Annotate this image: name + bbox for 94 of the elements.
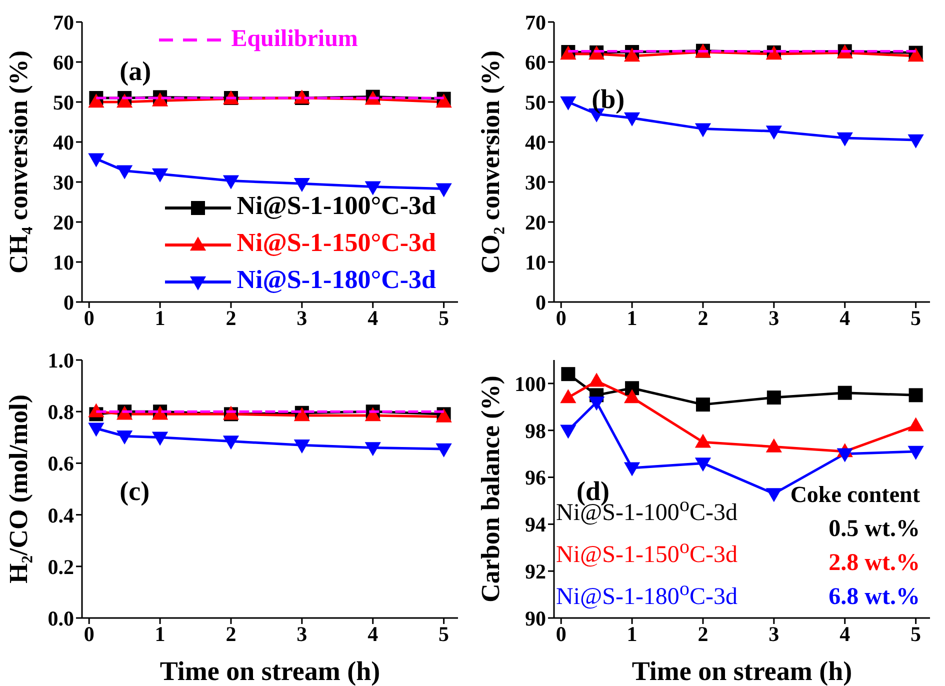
point	[624, 462, 640, 476]
point	[561, 367, 576, 382]
point	[694, 458, 712, 472]
point	[560, 424, 576, 439]
legend-label: Equilibrium	[231, 26, 358, 52]
legend-label: Ni@S-1-100°C-3d	[236, 191, 436, 220]
x-tick-label: 3	[768, 622, 780, 646]
x-tick-label: 2	[698, 306, 708, 330]
point	[436, 183, 452, 198]
y-axis-title: Carbon balance (%)	[476, 376, 506, 602]
point	[116, 165, 133, 180]
point	[560, 389, 576, 404]
point	[588, 396, 605, 411]
y-tick-label: 100	[514, 372, 546, 396]
y-tick-label: 40	[53, 130, 74, 154]
y-axis-title: CO₂ conversion (%)	[476, 50, 506, 274]
point	[88, 94, 104, 108]
text: Ni@S-1-150$^{o}$C-3d	[556, 536, 738, 568]
x-tick-label: 5	[438, 306, 450, 330]
y-tick-label: 10	[525, 250, 546, 274]
x-tick-label: 4	[840, 622, 851, 646]
y-tick-label: 70	[53, 10, 74, 34]
y-tick-label: 40	[525, 130, 546, 154]
y-axis-title: CH₄ conversion (%)	[4, 50, 34, 274]
x-tick-label: 4	[840, 306, 851, 330]
point	[838, 386, 852, 400]
x-tick-label: 3	[296, 622, 308, 646]
y-tick-label: 0.8	[48, 400, 74, 424]
point	[88, 153, 104, 168]
text: Ni@S-1-180$^{o}$C-3d	[556, 578, 738, 610]
y-tick-label: 94	[525, 512, 546, 537]
y-tick-label: 60	[53, 50, 74, 74]
y-tick-label: 90	[525, 606, 546, 630]
x-tick-label: 0	[556, 306, 566, 330]
x-tick-label: 3	[768, 306, 780, 330]
x-tick-label: 4	[368, 306, 379, 330]
x-tick-label: 1	[154, 306, 166, 330]
y-tick-label: 30	[53, 170, 74, 194]
x-tick-label: 1	[626, 306, 638, 330]
y-axis-title: H₂/CO (mol/mol)	[4, 394, 34, 584]
legend-label: Ni@S-1-180°C-3d	[236, 265, 436, 294]
x-tick-label: 3	[296, 306, 308, 330]
y-tick-label: 98	[525, 418, 546, 443]
point	[696, 398, 710, 412]
annotation: (b)	[592, 84, 625, 115]
x-tick-label: 1	[626, 622, 638, 646]
x-tick-label: 1	[154, 622, 166, 646]
y-tick-label: 60	[525, 50, 546, 74]
y-tick-label: 0.0	[48, 606, 74, 630]
x-tick-label: 2	[226, 622, 236, 646]
point	[152, 168, 168, 182]
y-tick-label: 1.0	[48, 348, 74, 372]
point	[222, 175, 240, 190]
annotation: 6.8 wt.%	[828, 583, 920, 612]
point	[766, 390, 781, 405]
y-tick-label: 0	[64, 290, 74, 314]
point	[766, 488, 782, 502]
point	[294, 178, 310, 192]
point	[836, 448, 853, 462]
annotation: (c)	[120, 476, 150, 508]
x-tick-label: 5	[910, 306, 922, 330]
y-tick-label: 0.4	[48, 503, 74, 528]
y-tick-label: 70	[525, 10, 546, 34]
y-tick-label: 50	[525, 90, 546, 114]
x-tick-label: 2	[226, 306, 236, 330]
point	[908, 388, 923, 402]
annotation: Coke content	[790, 481, 920, 509]
annotation: 2.8 wt.%	[828, 549, 920, 578]
x-tick-label: 5	[910, 622, 922, 646]
x-tick-label: 2	[698, 622, 708, 646]
point	[588, 372, 605, 387]
y-tick-label: 20	[53, 210, 74, 234]
point	[908, 446, 924, 460]
x-tick-label: 0	[84, 306, 94, 330]
x-tick-label: 0	[84, 622, 94, 646]
x-axis-title: Time on stream (h)	[160, 656, 380, 686]
x-tick-label: 5	[438, 622, 450, 646]
y-tick-label: 20	[525, 210, 546, 234]
x-axis-title: Time on stream (h)	[632, 656, 852, 686]
annotation: 0.5 wt.%	[828, 515, 920, 544]
y-tick-label: 30	[525, 170, 546, 194]
y-tick-label: 10	[53, 250, 74, 274]
y-tick-label: 0	[536, 290, 546, 314]
legend-label: Ni@S-1-150°C-3d	[236, 228, 436, 257]
x-tick-label: 4	[368, 622, 379, 646]
y-tick-label: 50	[53, 90, 74, 114]
y-tick-label: 0.2	[48, 554, 74, 579]
x-tick-label: 0	[556, 622, 566, 646]
point	[364, 181, 381, 196]
annotation: (a)	[120, 56, 152, 87]
point	[624, 389, 640, 404]
y-tick-label: 0.6	[48, 452, 74, 476]
y-tick-label: 96	[525, 466, 546, 490]
y-tick-label: 92	[525, 560, 546, 584]
